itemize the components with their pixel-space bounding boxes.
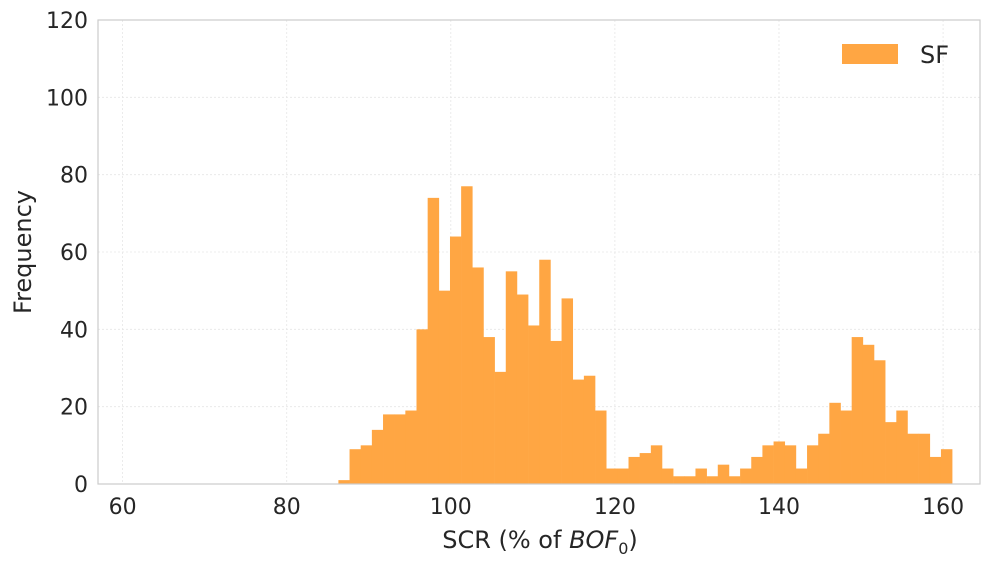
y-tick-label: 40 — [60, 318, 88, 343]
histogram-bar — [907, 433, 919, 484]
histogram-bar — [416, 329, 428, 484]
y-tick-label: 0 — [74, 473, 88, 498]
y-tick-labels: 0 20 40 60 80 100 120 — [46, 9, 88, 498]
histogram-bar — [807, 445, 819, 484]
histogram-bar — [539, 259, 551, 484]
y-axis-label: Frequency — [9, 190, 37, 314]
y-tick-label: 60 — [60, 241, 88, 266]
histogram-bar — [516, 294, 529, 484]
histogram-bar — [717, 464, 730, 484]
histogram-bar — [405, 410, 417, 484]
histogram-bar — [795, 468, 808, 484]
histogram-bar — [449, 236, 462, 484]
histogram-bar — [528, 325, 540, 484]
histogram-bar — [706, 476, 719, 484]
x-axis-label-math: BOF — [569, 526, 619, 554]
histogram-bar — [394, 414, 406, 484]
y-tick-label: 20 — [60, 396, 88, 421]
x-axis-label-text: SCR (% of — [442, 526, 569, 554]
x-tick-label: 120 — [594, 495, 636, 520]
histogram-bar — [572, 379, 585, 484]
histogram-bar — [728, 476, 741, 484]
histogram-bar — [940, 449, 953, 484]
x-axis-label-close: ) — [628, 526, 637, 554]
histogram-bar — [427, 197, 440, 484]
legend: SF — [842, 41, 949, 69]
plot-frame — [97, 19, 981, 485]
histogram-bar — [606, 468, 618, 484]
x-axis-label-subscript: 0 — [618, 539, 628, 558]
histogram-bar — [461, 186, 473, 484]
histogram-bar — [673, 476, 685, 484]
x-tick-label: 80 — [273, 495, 301, 520]
histogram-bar — [505, 271, 518, 484]
histogram-bar — [349, 449, 362, 484]
histogram-bar — [918, 433, 931, 484]
histogram-bar — [740, 468, 752, 484]
histogram-bar — [751, 456, 763, 484]
histogram-bar — [873, 360, 886, 484]
histogram-bar — [896, 410, 908, 484]
histogram-bar — [639, 453, 652, 484]
x-tick-label: 140 — [758, 495, 800, 520]
histogram-bar — [661, 468, 674, 484]
histogram-bar — [773, 441, 786, 484]
histogram-bar — [561, 298, 574, 484]
x-tick-labels: 60 80 100 120 140 160 — [109, 495, 964, 520]
x-tick-label: 60 — [109, 495, 137, 520]
histogram-bar — [617, 468, 629, 484]
histogram-bar — [762, 445, 774, 484]
histogram-bar — [695, 468, 707, 484]
histogram-bar — [550, 340, 562, 484]
y-tick-label: 120 — [46, 9, 88, 34]
histogram-bar — [338, 480, 350, 484]
x-tick-label: 160 — [922, 495, 964, 520]
histogram-bar — [628, 456, 640, 484]
histogram-bar — [829, 402, 841, 484]
histogram-bar — [383, 414, 395, 484]
histogram-bar — [438, 290, 451, 484]
histogram-bar — [494, 371, 507, 484]
histogram-bar — [851, 337, 864, 484]
y-tick-label: 100 — [46, 86, 88, 111]
histogram-bar — [371, 429, 384, 484]
x-axis-label: SCR (% of BOF0) — [442, 526, 638, 558]
histogram-bar — [840, 410, 852, 484]
histogram-bar — [483, 337, 495, 484]
histogram-bar — [650, 445, 663, 484]
histogram-bar — [862, 344, 875, 484]
histogram-bar — [818, 433, 830, 484]
y-tick-label: 80 — [60, 164, 88, 189]
histogram-bar — [684, 476, 696, 484]
legend-label: SF — [920, 41, 949, 69]
histogram-bar — [360, 445, 373, 484]
x-tick-label: 100 — [430, 495, 472, 520]
histogram-bar — [885, 422, 897, 484]
histogram-bar — [784, 445, 797, 484]
histogram-bar — [583, 375, 596, 484]
histogram-bar — [595, 410, 607, 484]
histogram-bar — [472, 267, 484, 484]
histogram-bar — [929, 456, 942, 484]
legend-swatch — [842, 44, 898, 64]
histogram-bars — [338, 186, 953, 484]
